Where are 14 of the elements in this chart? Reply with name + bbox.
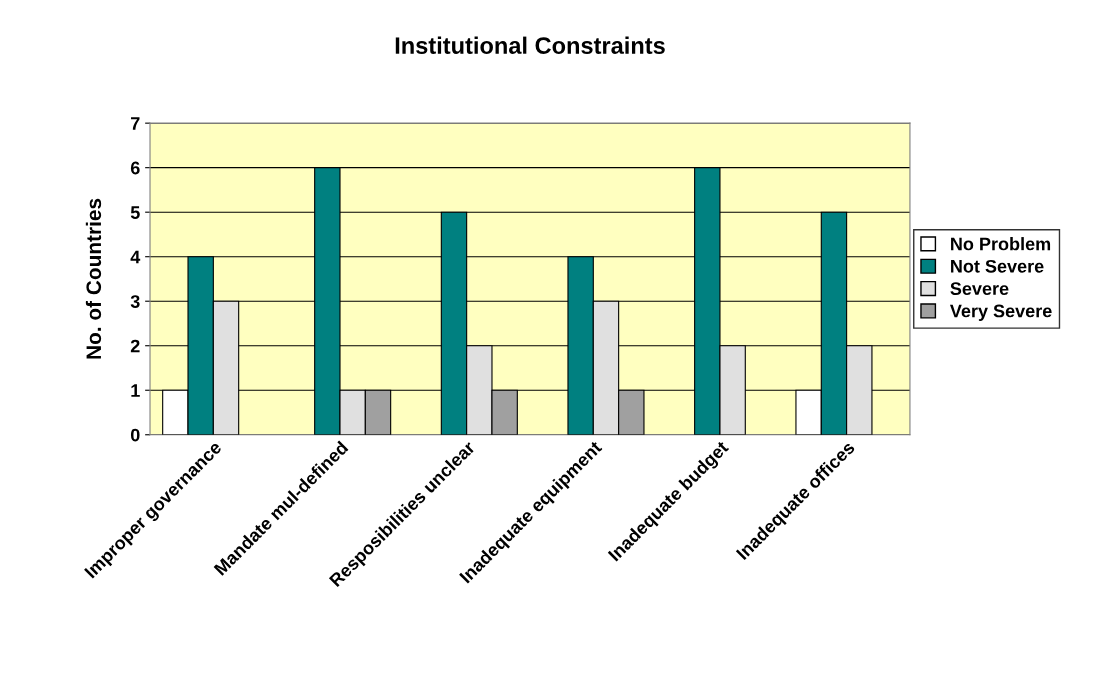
legend-label: Severe — [950, 282, 1009, 296]
y-tick-label: 7 — [131, 117, 140, 130]
chart-title: Institutional Constraints — [395, 36, 665, 54]
y-tick-label: 2 — [130, 339, 140, 353]
y-tick-label: 0 — [130, 428, 140, 442]
legend-label: Not Severe — [951, 259, 1044, 273]
y-tick-label: 5 — [130, 206, 140, 219]
legend-label: No Problem — [951, 237, 1051, 251]
y-tick-label: 4 — [130, 250, 141, 264]
y-axis-title: No. of Countries — [85, 198, 102, 359]
y-tick-label: 1 — [131, 384, 140, 397]
legend-label: Very Severe — [949, 304, 1052, 321]
y-tick-label: 3 — [130, 295, 140, 308]
y-tick-label: 6 — [130, 161, 140, 175]
